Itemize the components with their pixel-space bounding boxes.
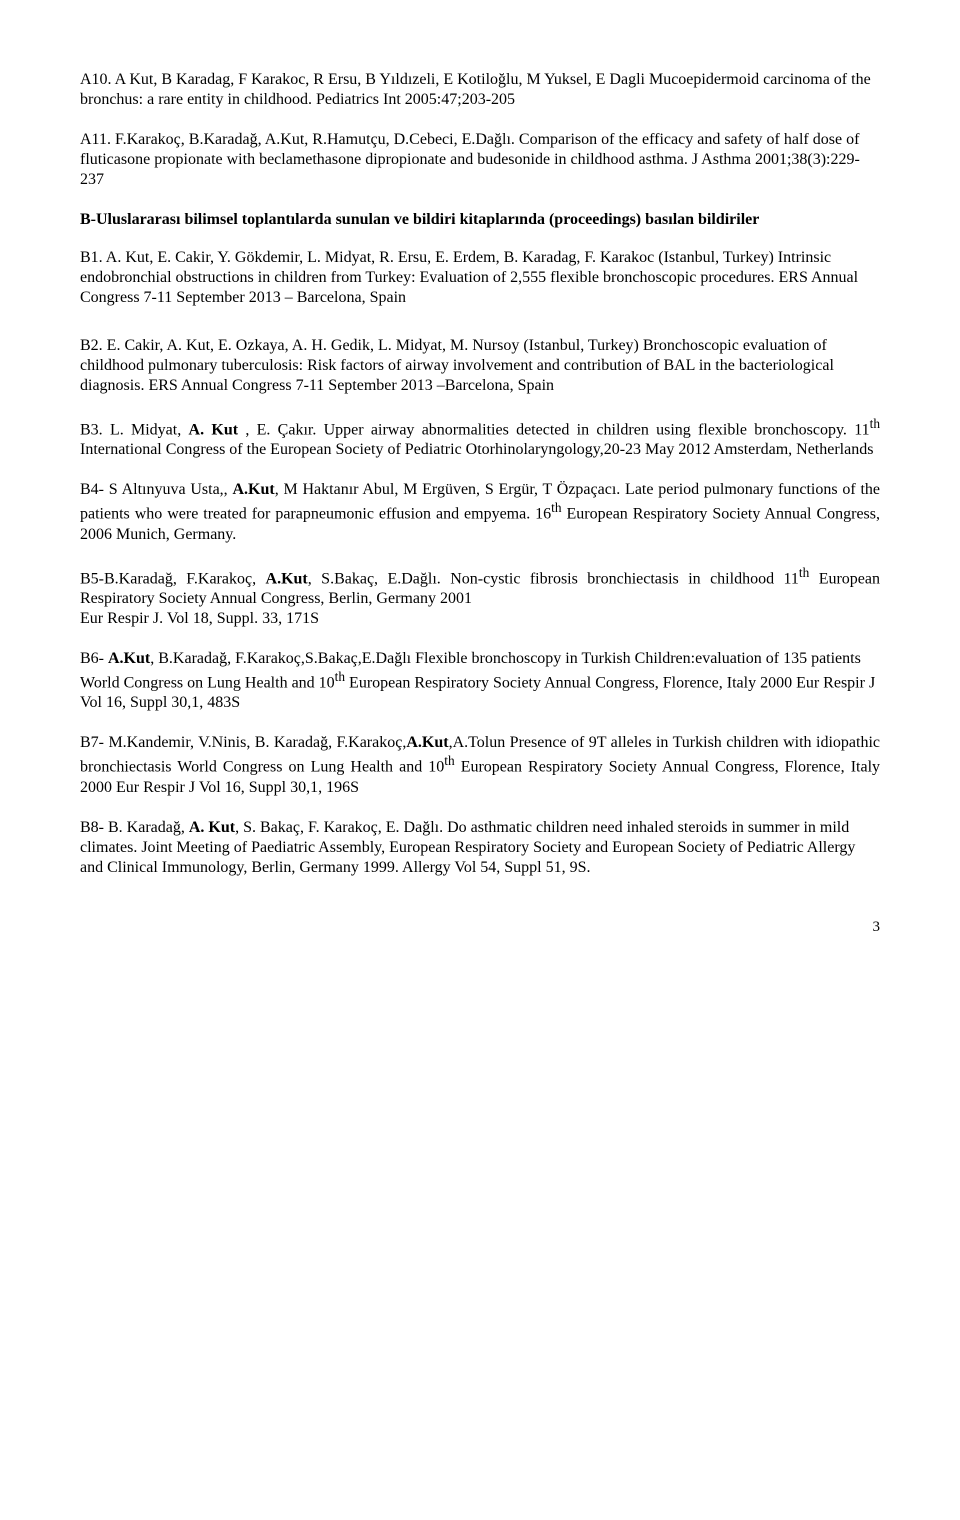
ref-b5-bold: A.Kut bbox=[266, 570, 308, 587]
ref-b6-bold: A.Kut bbox=[108, 650, 150, 667]
ref-b7: B7- M.Kandemir, V.Ninis, B. Karadağ, F.K… bbox=[80, 733, 880, 797]
ref-b2: B2. E. Cakir, A. Kut, E. Ozkaya, A. H. G… bbox=[80, 336, 880, 396]
ref-b5-sup: th bbox=[799, 565, 809, 580]
ref-b3-sup: th bbox=[870, 416, 880, 431]
ref-b4: B4- S Altınyuva Usta,, A.Kut, M Haktanır… bbox=[80, 480, 880, 544]
ref-b3: B3. L. Midyat, A. Kut , E. Çakır. Upper … bbox=[80, 416, 880, 460]
ref-b7-bold: A.Kut bbox=[406, 734, 448, 751]
ref-a11: A11. F.Karakoç, B.Karadağ, A.Kut, R.Hamu… bbox=[80, 130, 880, 190]
ref-b5: B5-B.Karadağ, F.Karakoç, A.Kut, S.Bakaç,… bbox=[80, 565, 880, 629]
ref-b6-text1: B6- bbox=[80, 650, 108, 667]
ref-b6: B6- A.Kut, B.Karadağ, F.Karakoç,S.Bakaç,… bbox=[80, 649, 880, 713]
ref-b1: B1. A. Kut, E. Cakir, Y. Gökdemir, L. Mi… bbox=[80, 248, 880, 308]
ref-b3-bold: A. Kut bbox=[189, 421, 239, 438]
ref-b3-text3: International Congress of the European S… bbox=[80, 441, 873, 458]
ref-b4-sup: th bbox=[551, 500, 561, 515]
ref-b4-bold: A.Kut bbox=[232, 481, 274, 498]
ref-b8-bold: A. Kut bbox=[189, 819, 235, 836]
page-number: 3 bbox=[80, 918, 880, 937]
ref-b5-text2: , S.Bakaç, E.Dağlı. Non-cystic fibrosis … bbox=[308, 570, 799, 587]
ref-b3-text1: B3. L. Midyat, bbox=[80, 421, 189, 438]
ref-b6-sup: th bbox=[335, 669, 345, 684]
ref-b4-text1: B4- S Altınyuva Usta,, bbox=[80, 481, 232, 498]
ref-a10: A10. A Kut, B Karadag, F Karakoc, R Ersu… bbox=[80, 70, 880, 110]
ref-b8-text1: B8- B. Karadağ, bbox=[80, 819, 189, 836]
ref-b5-text1: B5-B.Karadağ, F.Karakoç, bbox=[80, 570, 266, 587]
ref-b3-text2: , E. Çakır. Upper airway abnormalities d… bbox=[238, 421, 870, 438]
section-b-heading: B-Uluslararası bilimsel toplantılarda su… bbox=[80, 210, 880, 230]
ref-b5-line2: Eur Respir J. Vol 18, Suppl. 33, 171S bbox=[80, 609, 880, 629]
ref-b8: B8- B. Karadağ, A. Kut, S. Bakaç, F. Kar… bbox=[80, 818, 880, 878]
ref-b7-text1: B7- M.Kandemir, V.Ninis, B. Karadağ, F.K… bbox=[80, 734, 406, 751]
ref-b7-sup: th bbox=[444, 753, 454, 768]
